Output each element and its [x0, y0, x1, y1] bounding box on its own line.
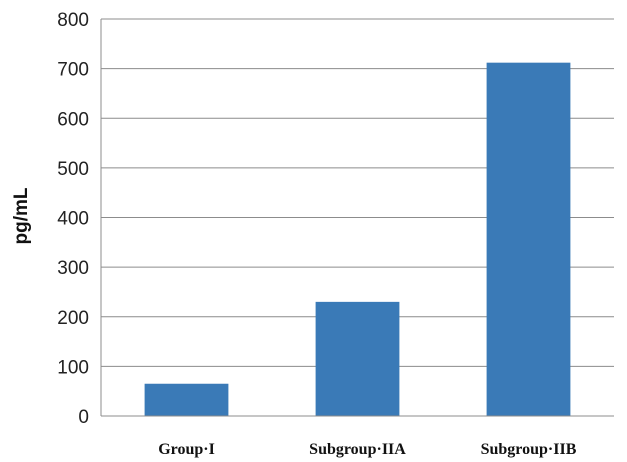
bar-2: [315, 301, 400, 416]
y-tick-labels: 0 100 200 300 400 500 600 700 800: [57, 10, 89, 428]
x-tick-label: Subgroup·IIB: [481, 441, 577, 458]
x-tick-label: Subgroup·IIA: [309, 441, 406, 458]
y-tick-label: 700: [57, 60, 89, 81]
bar-3: [486, 62, 571, 417]
axes: [100, 19, 614, 417]
y-tick-label: 200: [57, 308, 89, 329]
y-tick-label: 500: [57, 159, 89, 180]
y-tick-label: 0: [78, 407, 89, 428]
y-tick-label: 100: [57, 357, 89, 378]
y-tick-label: 300: [57, 258, 89, 279]
y-tick-label: 800: [57, 10, 89, 31]
gridlines: [101, 18, 614, 367]
y-tick-label: 400: [57, 209, 89, 230]
bars: [144, 62, 571, 417]
y-tick-label: 600: [57, 109, 89, 130]
x-tick-labels: Group·I Subgroup·IIA Subgroup·IIB: [158, 441, 577, 458]
bar-1: [144, 383, 229, 416]
x-tick-label: Group·I: [158, 441, 215, 458]
y-axis-title: pg/mL: [11, 187, 32, 244]
